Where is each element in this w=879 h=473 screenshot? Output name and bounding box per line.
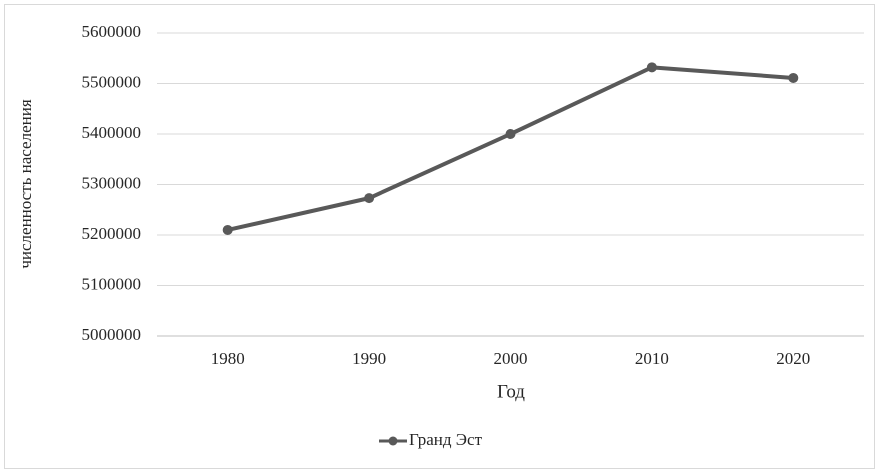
series-line bbox=[225, 65, 796, 232]
gridlines bbox=[157, 32, 864, 337]
x-tick-label: 2000 bbox=[494, 349, 528, 368]
y-axis-title: численность населения bbox=[16, 99, 35, 268]
y-tick-label: 5600000 bbox=[82, 22, 142, 41]
legend: Гранд Эст bbox=[379, 430, 483, 449]
x-axis-title: Год bbox=[497, 381, 525, 402]
data-point bbox=[222, 224, 233, 235]
y-tick-label: 5400000 bbox=[82, 123, 142, 142]
y-tick-label: 5300000 bbox=[82, 173, 142, 192]
data-point bbox=[505, 129, 516, 139]
x-tick-label: 1990 bbox=[352, 349, 386, 368]
legend-point-marker bbox=[388, 436, 398, 446]
y-tick-label: 5500000 bbox=[82, 72, 142, 91]
y-tick-label: 5200000 bbox=[82, 224, 142, 243]
x-tick-label: 2010 bbox=[635, 349, 669, 368]
chart-frame bbox=[4, 4, 875, 469]
series-group bbox=[222, 62, 799, 235]
x-axis-ticks: 1980 1990 2000 2010 2020 bbox=[211, 349, 811, 368]
y-tick-label: 5100000 bbox=[82, 274, 142, 293]
legend-label: Гранд Эст bbox=[409, 430, 483, 449]
y-axis-ticks: 5000000 5100000 5200000 5300000 5400000 55000… bbox=[82, 22, 142, 344]
x-tick-label: 2020 bbox=[776, 349, 810, 368]
x-tick-label: 1980 bbox=[211, 349, 245, 368]
y-tick-label: 5000000 bbox=[82, 325, 142, 344]
data-point bbox=[364, 193, 375, 204]
data-point bbox=[788, 72, 799, 83]
data-point bbox=[646, 62, 657, 73]
